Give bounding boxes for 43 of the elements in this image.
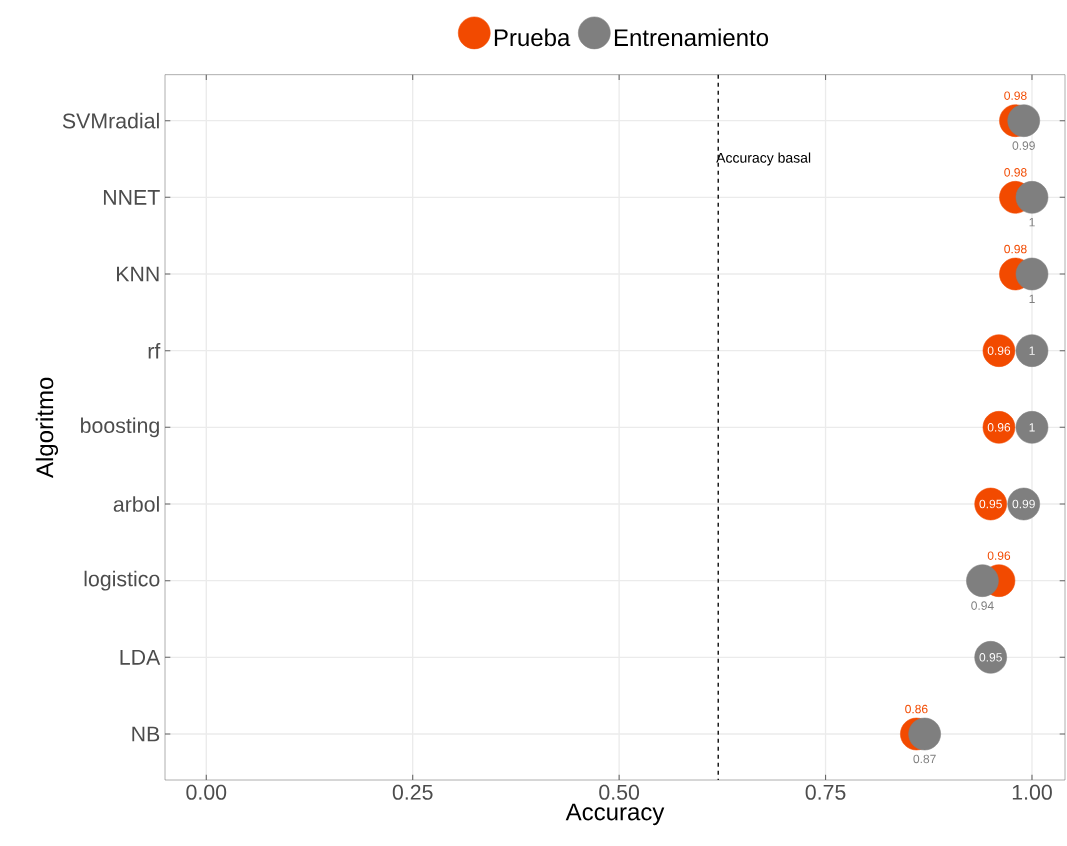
y-axis-title: Algoritmo: [35, 377, 59, 478]
data-label: 1: [1029, 423, 1035, 432]
data-label: 0.98: [1004, 168, 1027, 177]
y-tick-label: rf: [148, 342, 161, 359]
y-tick-label: NB: [132, 726, 160, 742]
data-label: 1: [1029, 218, 1035, 227]
x-tick-label: 0.50: [599, 784, 640, 800]
y-tick-label: NNET: [103, 190, 160, 205]
data-label: 0.98: [1004, 244, 1027, 254]
y-tick-label: boosting: [81, 417, 159, 438]
legend-label: Prueba: [494, 28, 571, 47]
y-tick-label: logistico: [84, 570, 160, 591]
point: [1007, 104, 1040, 137]
data-label: 0.87: [913, 754, 936, 764]
y-tick-label: arbol: [113, 496, 159, 512]
data-label: 1: [1029, 346, 1035, 355]
x-axis-title: Accuracy: [565, 803, 665, 826]
point: [1015, 181, 1049, 214]
point: [1015, 334, 1049, 367]
x-tick-label: 1.00: [1012, 784, 1052, 800]
data-label: 0.98: [1004, 91, 1027, 100]
point: [908, 717, 941, 751]
data-label: 0.86: [905, 704, 928, 714]
legend-label: Entrenamiento: [614, 28, 769, 47]
y-tick-label: KNN: [117, 266, 159, 282]
point: [966, 564, 999, 597]
data-label: 0.94: [971, 601, 994, 610]
x-tick-label: 0.75: [805, 784, 846, 800]
data-label: 0.99: [1012, 499, 1035, 509]
data-label: 0.95: [979, 653, 1002, 662]
y-tick-label: SVMradial: [62, 112, 159, 129]
data-label: 0.96: [987, 346, 1011, 355]
x-tick-label: 0.00: [186, 784, 227, 800]
data-label: 0.99: [1012, 141, 1035, 150]
data-label: 1: [1029, 294, 1035, 303]
point: [1015, 411, 1049, 444]
data-label: 0.95: [979, 499, 1002, 509]
data-label: 0.96: [987, 551, 1011, 560]
point: [1015, 257, 1049, 291]
ref-line-label: Accuracy basal: [716, 152, 811, 166]
x-tick-label: 0.25: [392, 784, 433, 800]
y-tick-label: LDA: [120, 650, 161, 665]
data-label: 0.96: [987, 423, 1011, 432]
